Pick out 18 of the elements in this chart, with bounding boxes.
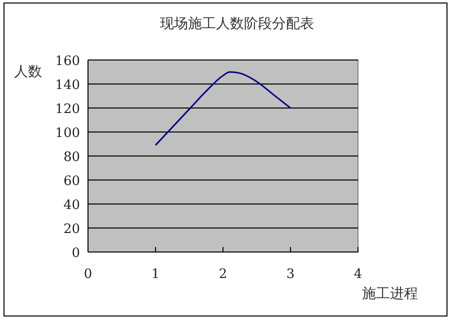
x-tick-label: 1: [151, 267, 160, 282]
y-tick-label: 160: [55, 54, 80, 69]
y-tick-label: 0: [72, 246, 80, 261]
y-tick-label: 60: [63, 174, 80, 189]
line-series: [154, 71, 292, 146]
y-tick-label: 40: [63, 198, 80, 213]
y-tick-label: 120: [55, 102, 80, 117]
y-tick-label: 20: [63, 222, 80, 237]
x-tick-label: 2: [218, 267, 228, 282]
x-tick-label: 4: [354, 267, 362, 282]
y-tick-label: 100: [55, 126, 80, 141]
x-axis-title: 施工进程: [362, 286, 418, 302]
x-tick-label: 0: [84, 267, 92, 282]
chart-title: 现场施工人数阶段分配表: [160, 16, 314, 32]
y-tick-label: 80: [63, 150, 80, 165]
x-tick-label: 3: [286, 267, 295, 282]
y-axis-title: 人数: [14, 64, 42, 80]
y-tick-label: 140: [55, 78, 80, 93]
